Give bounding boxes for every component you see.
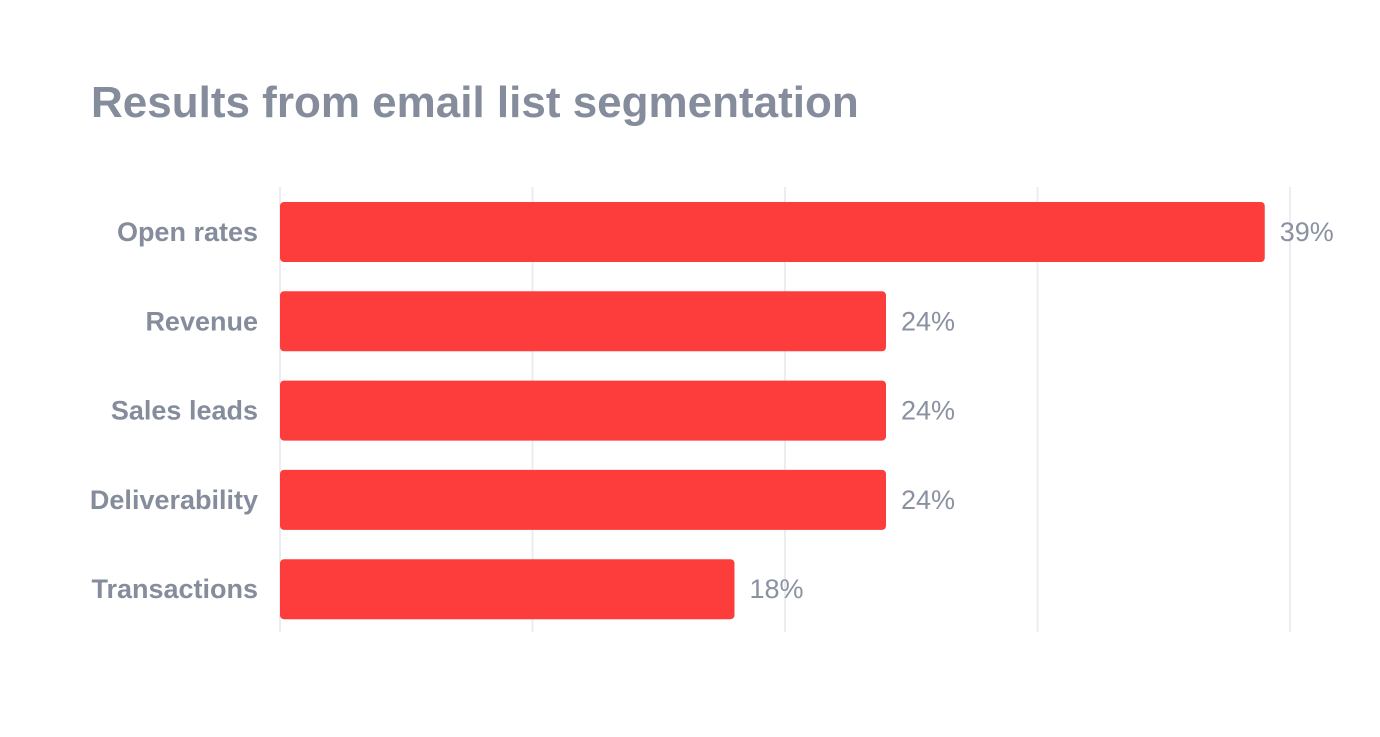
bar — [280, 469, 886, 530]
category-label: Open rates — [117, 217, 258, 247]
labels: Open rates 39% Revenue 24% Sales leads 24% Del… — [90, 217, 1334, 604]
category-label: Sales leads — [111, 396, 258, 426]
category-label: Revenue — [145, 306, 258, 336]
bar — [280, 202, 1265, 262]
value-label: 24% — [901, 485, 955, 515]
bars — [280, 202, 1265, 620]
bar — [280, 291, 886, 352]
value-label: 24% — [901, 306, 955, 336]
value-label: 24% — [901, 396, 955, 426]
bar — [280, 559, 735, 620]
bar — [280, 380, 886, 441]
category-label: Deliverability — [90, 485, 258, 515]
category-label: Transactions — [91, 574, 258, 604]
chart-title: Results from email list segmentation — [91, 78, 859, 127]
value-label: 18% — [750, 574, 804, 604]
value-label: 39% — [1280, 217, 1334, 247]
